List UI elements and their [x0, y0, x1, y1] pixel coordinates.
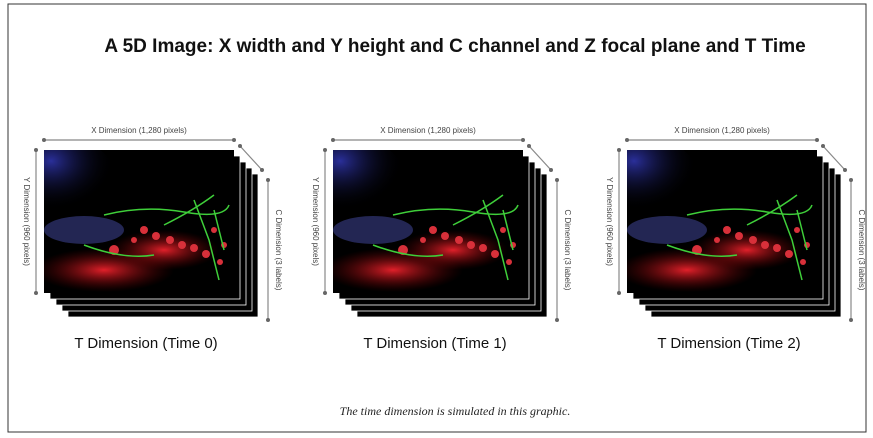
dot — [266, 178, 270, 182]
footnote: The time dimension is simulated in this … — [340, 404, 571, 418]
dot — [555, 178, 559, 182]
y-dimension-label: Y Dimension (960 pixels) — [605, 177, 614, 266]
dot — [815, 138, 819, 142]
dot — [323, 291, 327, 295]
x-dimension-label: X Dimension (1,280 pixels) — [91, 126, 187, 135]
z-dimension-line — [822, 145, 846, 171]
image-layer — [313, 140, 523, 293]
frame — [7, 3, 867, 433]
panel: X Dimension (1,280 pixels) Y Dimension (9… — [605, 126, 866, 352]
dot — [617, 148, 621, 152]
dot — [555, 318, 559, 322]
y-dimension-label: Y Dimension (960 pixels) — [311, 177, 320, 266]
dot — [617, 291, 621, 295]
dot — [42, 138, 46, 142]
panel-caption: T Dimension (Time 2) — [657, 335, 800, 352]
c-dimension-label: C Dimension (3 labels) — [274, 210, 283, 291]
image-layer — [24, 140, 234, 293]
dot — [34, 291, 38, 295]
dot — [849, 178, 853, 182]
panel: X Dimension (1,280 pixels) Y Dimension (9… — [22, 126, 283, 352]
z-dimension-line — [239, 145, 263, 171]
panel-caption: T Dimension (Time 1) — [363, 335, 506, 352]
dot — [323, 148, 327, 152]
dot — [843, 168, 847, 172]
image-layer — [607, 140, 817, 293]
dot — [521, 138, 525, 142]
x-dimension-label: X Dimension (1,280 pixels) — [674, 126, 770, 135]
dot — [331, 138, 335, 142]
panel: X Dimension (1,280 pixels) Y Dimension (9… — [311, 126, 572, 352]
y-dimension-label: Y Dimension (960 pixels) — [22, 177, 31, 266]
dot — [549, 168, 553, 172]
dot — [34, 148, 38, 152]
title: A 5D Image: X width and Y height and C c… — [104, 36, 805, 57]
dot — [260, 168, 264, 172]
c-dimension-label: C Dimension (3 labels) — [857, 210, 866, 291]
dot — [625, 138, 629, 142]
dot — [266, 318, 270, 322]
dot — [527, 144, 531, 148]
panel-caption: T Dimension (Time 0) — [74, 335, 217, 352]
dot — [821, 144, 825, 148]
c-dimension-label: C Dimension (3 labels) — [563, 210, 572, 291]
x-dimension-label: X Dimension (1,280 pixels) — [380, 126, 476, 135]
dot — [849, 318, 853, 322]
panels: X Dimension (1,280 pixels) Y Dimension (9… — [22, 126, 866, 352]
dot — [232, 138, 236, 142]
dot — [238, 144, 242, 148]
z-dimension-line — [528, 145, 552, 171]
